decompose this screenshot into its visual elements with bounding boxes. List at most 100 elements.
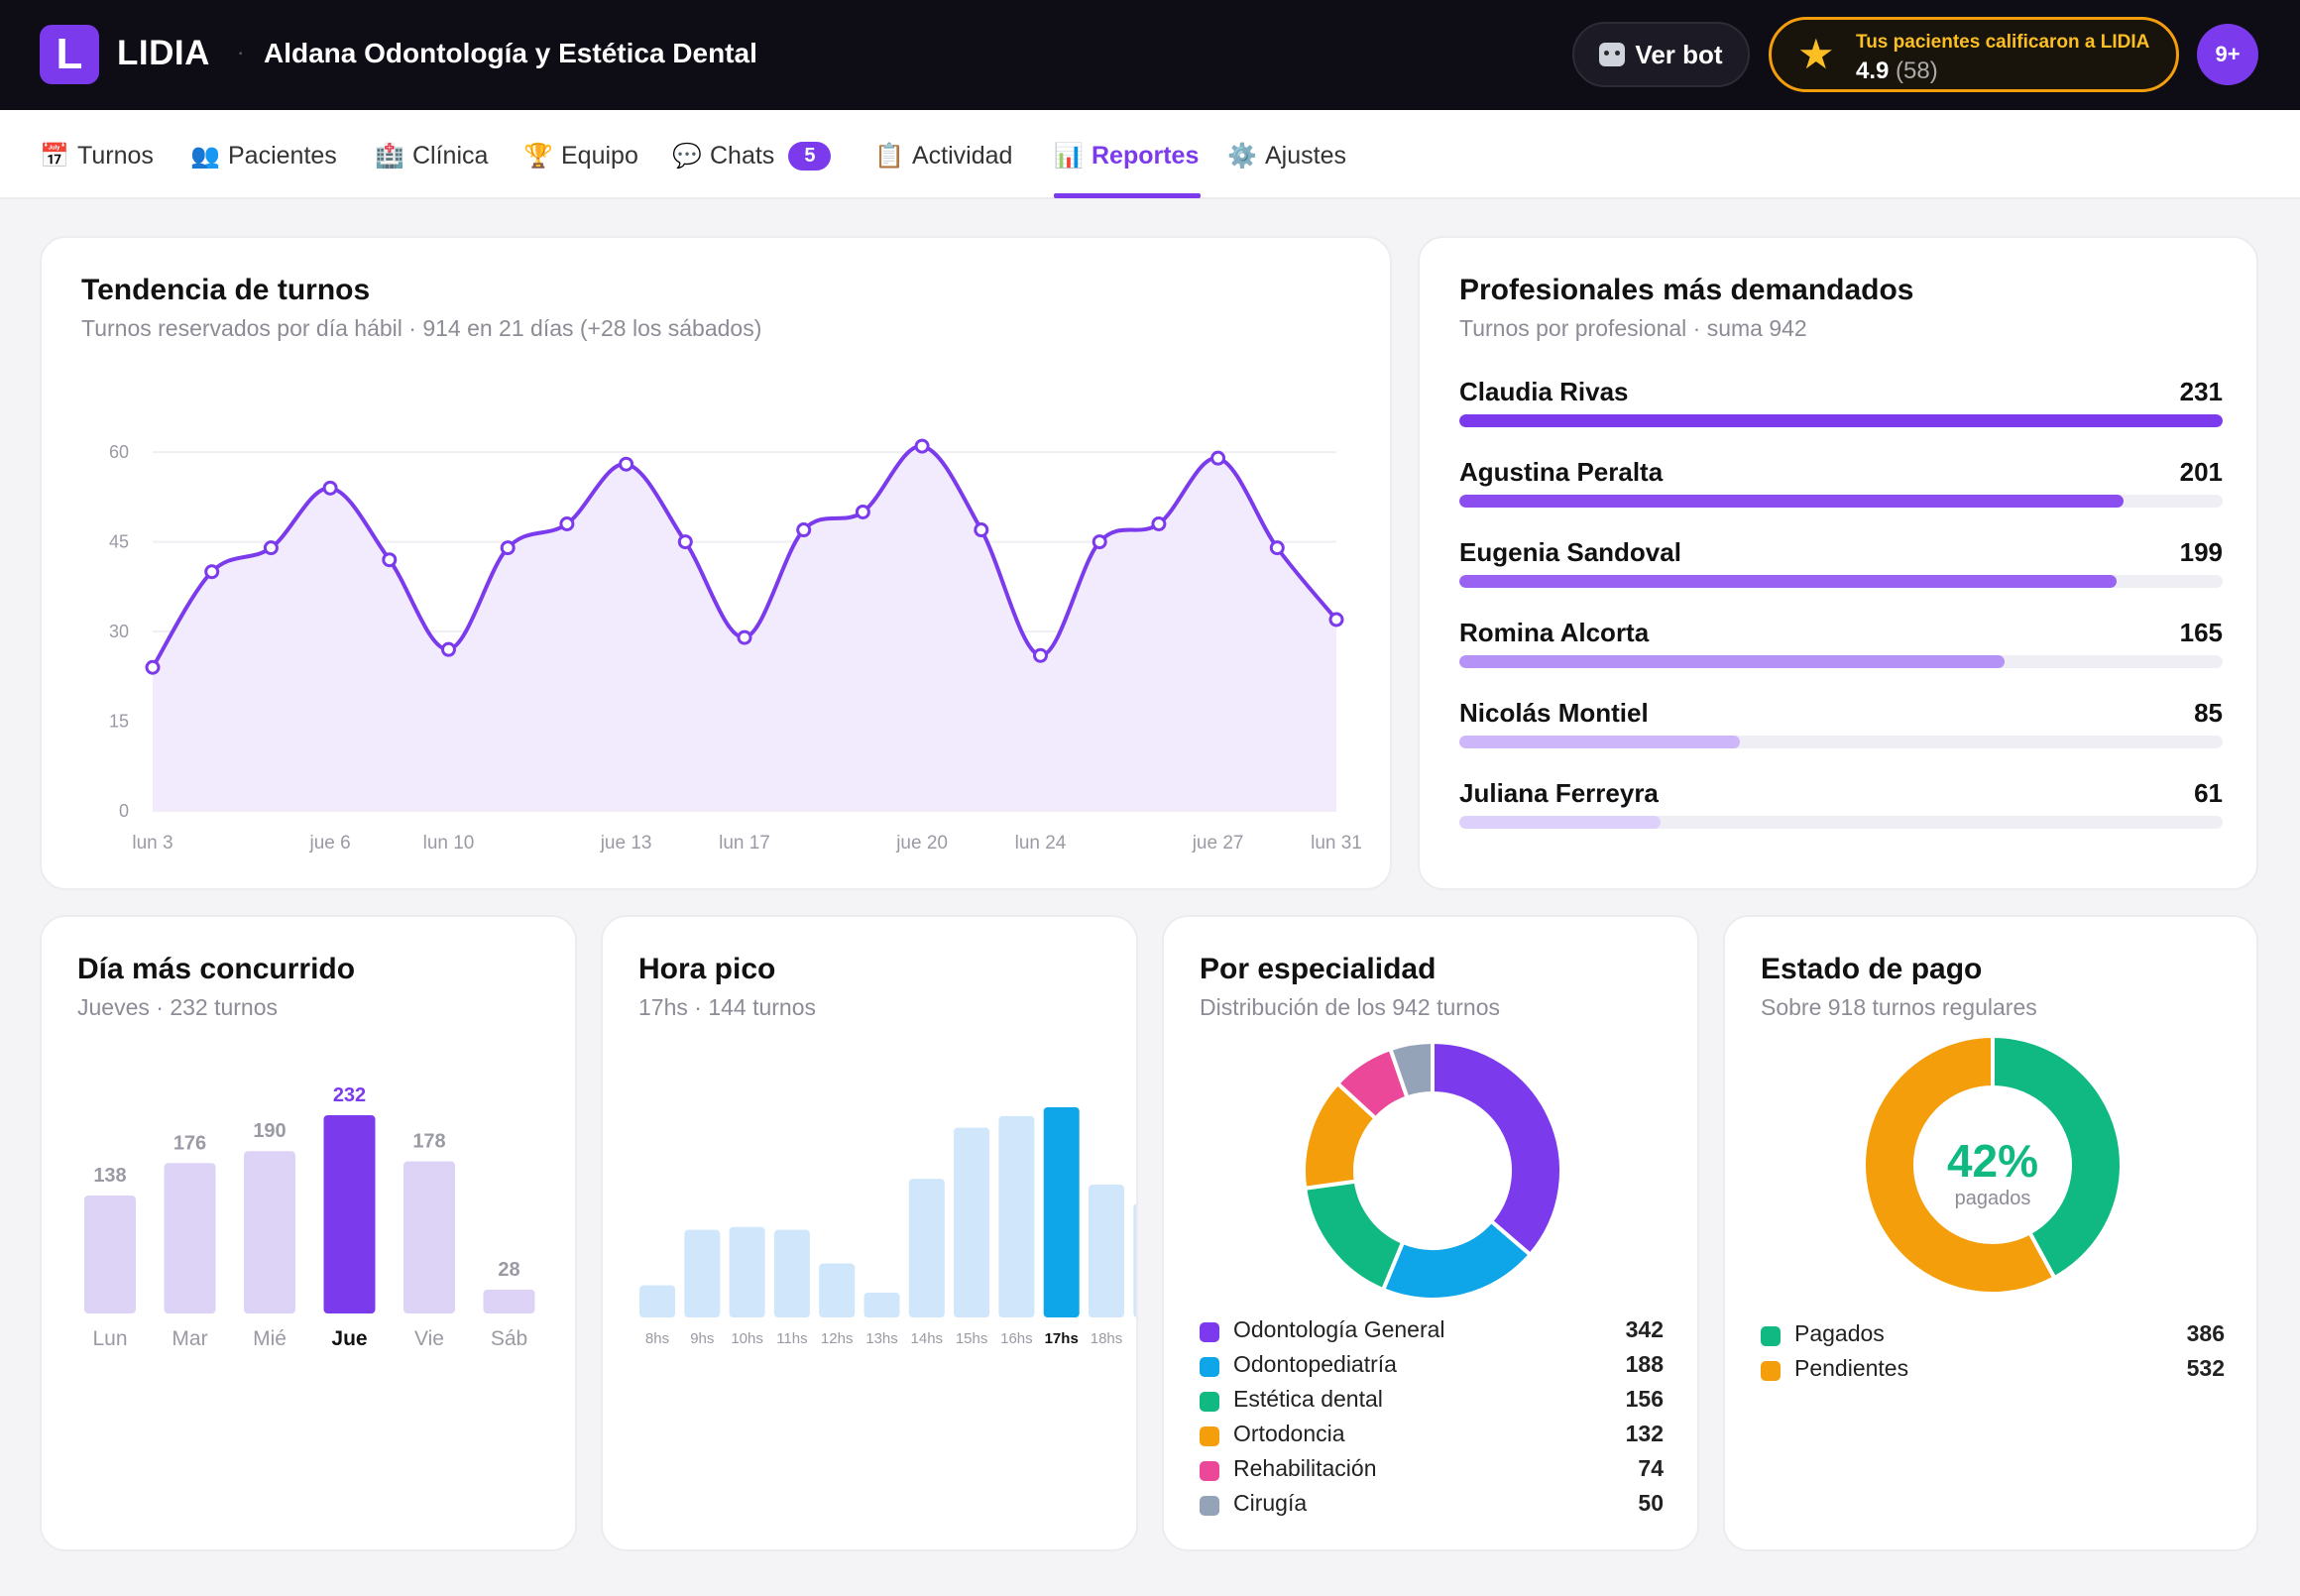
legend-value: 50	[1638, 1490, 1664, 1516]
trend-point[interactable]	[263, 540, 279, 556]
hour-bar[interactable]	[954, 1127, 990, 1317]
nav-tab-reportes[interactable]: 📊 Reportes	[1054, 138, 1199, 173]
trend-point[interactable]	[382, 552, 398, 568]
professional-row[interactable]: Claudia Rivas 231	[1459, 377, 2223, 428]
x-tick-label: lun 17	[719, 833, 770, 854]
x-tick-label: jue 13	[600, 833, 652, 854]
trend-point[interactable]	[1151, 516, 1167, 531]
legend-label: Cirugía	[1233, 1490, 1308, 1516]
peak-hour-title: Hora pico	[638, 953, 776, 985]
professional-row[interactable]: Agustina Peralta 201	[1459, 457, 2223, 509]
trend-point[interactable]	[855, 504, 870, 519]
day-bar[interactable]	[164, 1163, 216, 1313]
professional-row[interactable]: Eugenia Sandoval 199	[1459, 537, 2223, 589]
hour-category-label: 16hs	[1000, 1330, 1033, 1347]
day-value-label: 28	[498, 1259, 519, 1281]
gear-icon: ⚙️	[1227, 142, 1257, 170]
rating-value: 4.9	[1856, 57, 1890, 84]
hour-category-label: 8hs	[645, 1330, 669, 1347]
legend-swatch	[1200, 1461, 1219, 1481]
trend-point[interactable]	[1033, 647, 1048, 663]
specialty-subtitle: Distribución de los 942 turnos	[1200, 994, 1500, 1020]
payment-slice[interactable]	[1862, 1033, 2058, 1296]
y-tick-label: 60	[109, 442, 129, 462]
hour-category-label: 14hs	[911, 1330, 944, 1347]
professional-name: Romina Alcorta	[1459, 618, 1650, 647]
nav-tab-label: Chats	[710, 141, 775, 170]
day-category-label: Sáb	[491, 1327, 527, 1350]
hour-bar[interactable]	[1089, 1185, 1124, 1317]
x-tick-label: jue 6	[308, 833, 350, 854]
separator: ·	[237, 40, 245, 64]
trend-point[interactable]	[559, 516, 575, 531]
day-value-label: 190	[253, 1120, 286, 1142]
trend-title: Tendencia de turnos	[81, 274, 371, 306]
day-bar[interactable]	[244, 1151, 295, 1313]
notifications-button[interactable]: 9+	[2197, 24, 2258, 85]
hour-bar[interactable]	[773, 1229, 810, 1317]
professional-name: Agustina Peralta	[1459, 457, 1664, 487]
hour-bar[interactable]	[863, 1292, 900, 1317]
nav-tab-equipo[interactable]: 🏆 Equipo	[523, 138, 638, 173]
trend-point[interactable]	[441, 641, 456, 657]
trend-point[interactable]	[1210, 450, 1226, 466]
legend-swatch	[1200, 1392, 1219, 1412]
trend-point[interactable]	[322, 480, 338, 496]
trend-point[interactable]	[796, 522, 812, 538]
app-logo[interactable]: L	[40, 25, 99, 84]
trend-point[interactable]	[737, 629, 752, 645]
professional-row[interactable]: Nicolás Montiel 85	[1459, 698, 2223, 749]
payment-legend-row: Pendientes 532	[1761, 1355, 2225, 1385]
day-bar[interactable]	[84, 1196, 136, 1313]
bar-chart-icon: 📊	[1054, 142, 1084, 170]
legend-swatch	[1200, 1322, 1219, 1342]
trend-point[interactable]	[500, 540, 516, 556]
professional-bar-track	[1459, 414, 2223, 427]
professional-row[interactable]: Romina Alcorta 165	[1459, 618, 2223, 669]
payment-subtitle: Sobre 918 turnos regulares	[1761, 994, 2037, 1020]
day-bar[interactable]	[323, 1115, 376, 1313]
specialty-slice[interactable]	[1431, 1039, 1563, 1258]
nav-tab-ajustes[interactable]: ⚙️ Ajustes	[1227, 138, 1346, 173]
hour-bar[interactable]	[998, 1115, 1035, 1317]
legend-value: 156	[1625, 1386, 1664, 1412]
trend-point[interactable]	[619, 456, 634, 472]
legend-label: Odontología General	[1233, 1316, 1445, 1342]
day-category-label: Mar	[172, 1327, 207, 1350]
hour-bar[interactable]	[639, 1285, 675, 1317]
trend-point[interactable]	[1269, 540, 1285, 556]
professional-bar-track	[1459, 655, 2223, 668]
specialty-slice[interactable]	[1302, 1179, 1406, 1293]
trend-point[interactable]	[204, 564, 220, 580]
trend-point[interactable]	[1092, 534, 1107, 550]
hour-bar[interactable]	[1133, 1203, 1138, 1317]
payment-slice[interactable]	[1991, 1033, 2124, 1281]
specialty-slice[interactable]	[1387, 1039, 1435, 1100]
trend-point[interactable]	[1328, 612, 1344, 627]
nav-tab-pacientes[interactable]: 👥 Pacientes	[190, 138, 337, 173]
professional-row[interactable]: Juliana Ferreyra 61	[1459, 778, 2223, 830]
trend-point[interactable]	[677, 534, 693, 550]
nav-tab-chats[interactable]: 💬 Chats 5	[672, 138, 832, 173]
hour-bar[interactable]	[819, 1263, 856, 1317]
professional-bar-track	[1459, 736, 2223, 748]
trend-point[interactable]	[914, 438, 930, 454]
nav-tab-label: Ajustes	[1265, 141, 1346, 170]
payment-title: Estado de pago	[1761, 953, 1983, 985]
busiest-day-title: Día más concurrido	[77, 953, 356, 985]
day-bar[interactable]	[403, 1161, 455, 1313]
hour-bar[interactable]	[908, 1179, 945, 1317]
hour-bar[interactable]	[729, 1226, 765, 1317]
hour-bar[interactable]	[1043, 1107, 1080, 1317]
rating-badge[interactable]: ★ Tus pacientes calificaron a LIDIA 4.9 …	[1769, 17, 2179, 92]
nav-tab-turnos[interactable]: 📅 Turnos	[40, 138, 154, 173]
hour-bar[interactable]	[684, 1229, 721, 1317]
professionals-title: Profesionales más demandados	[1459, 274, 1914, 306]
day-bar[interactable]	[483, 1289, 535, 1313]
view-bot-button[interactable]: Ver bot	[1572, 22, 1750, 87]
trend-point[interactable]	[145, 659, 161, 675]
payment-center-value: 42%	[1947, 1135, 2038, 1187]
nav-tab-clinica[interactable]: 🏥 Clínica	[375, 138, 488, 173]
trend-point[interactable]	[974, 522, 989, 538]
nav-tab-actividad[interactable]: 📋 Actividad	[874, 138, 1012, 173]
